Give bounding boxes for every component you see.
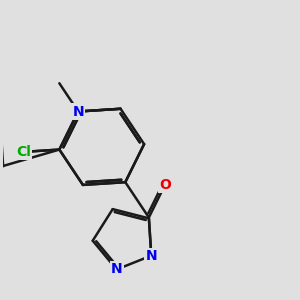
Text: N: N: [146, 249, 157, 263]
Text: N: N: [111, 262, 122, 277]
Text: N: N: [72, 104, 84, 118]
Text: O: O: [159, 178, 171, 192]
Text: Cl: Cl: [16, 145, 31, 159]
